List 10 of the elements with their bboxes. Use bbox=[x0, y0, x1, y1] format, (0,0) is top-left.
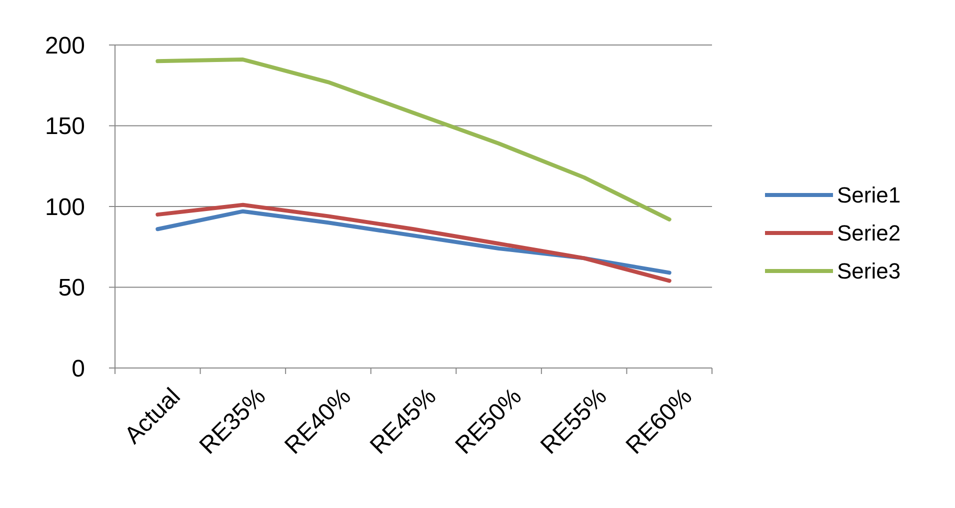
legend-label: Serie3 bbox=[837, 258, 901, 284]
y-tick-label: 200 bbox=[44, 32, 85, 60]
y-tick-label: 100 bbox=[44, 194, 85, 221]
legend-label: Serie1 bbox=[837, 182, 901, 208]
y-tick-label: 50 bbox=[58, 274, 85, 302]
y-tick-label: 0 bbox=[72, 355, 85, 382]
line-series bbox=[156, 58, 672, 222]
y-tick-label: 150 bbox=[44, 113, 85, 140]
line-series bbox=[156, 202, 672, 283]
legend-label: Serie2 bbox=[837, 220, 901, 246]
